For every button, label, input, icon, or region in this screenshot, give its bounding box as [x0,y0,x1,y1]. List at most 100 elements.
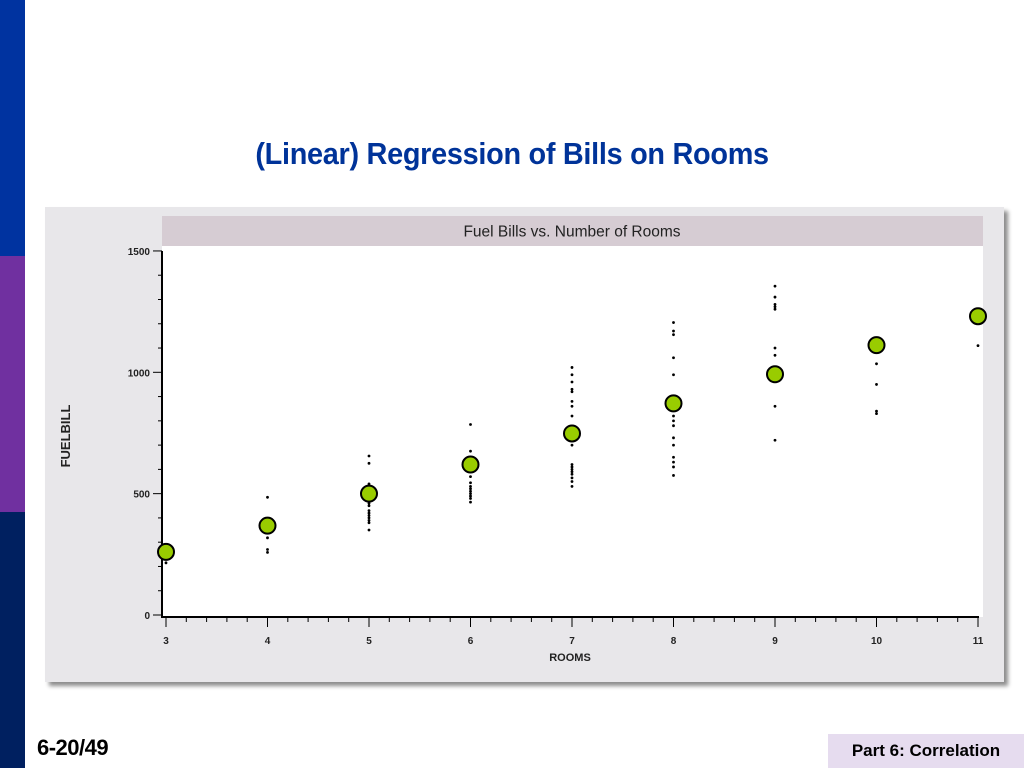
observed-point [469,484,472,488]
observed-point [570,472,574,476]
observed-point [773,404,777,408]
axes: 0 500 1000 1500 3 4 5 6 7 8 9 10 11 [128,247,984,647]
x-tick-label: 7 [569,636,575,647]
x-axis-label: ROOMS [549,652,591,664]
x-tick-label: 3 [163,636,169,647]
observed-point [469,497,472,500]
accent-stripe-top [0,0,25,256]
observed-point [266,495,269,499]
fitted-point [360,484,378,503]
observed-point [672,414,675,418]
observed-point [367,461,371,465]
observed-point [469,481,472,485]
x-tick-label: 4 [265,636,271,647]
observed-point [570,463,574,466]
section-label: Part 6: Correlation [851,741,1001,760]
x-tick-label: 5 [366,636,372,647]
observed-point [469,423,472,426]
observed-point [773,438,777,442]
observed-point [672,436,675,440]
observed-point [570,467,574,471]
observed-point [672,321,675,324]
observed-point [672,460,675,464]
observed-point [367,501,371,505]
observed-point [469,494,472,498]
fitted-point [563,424,581,443]
observed-point [570,373,574,377]
observed-point [469,475,472,479]
observed-point [672,465,675,469]
observed-point [367,509,371,513]
observed-point [570,380,574,384]
observed-point [773,307,777,311]
fitted-point [867,336,886,355]
observed-point [469,500,472,504]
observed-point [570,470,574,474]
data-points [157,284,987,565]
fitted-point [461,455,480,474]
fitted-point [766,365,784,384]
y-tick-label: 1500 [128,247,151,258]
observed-point [367,514,371,517]
observed-point [570,443,574,447]
x-tick-label: 6 [468,636,474,647]
y-tick-label: 500 [133,490,150,501]
observed-point [266,536,269,540]
observed-point [672,455,675,459]
observed-point [773,346,777,350]
observed-point [672,424,675,428]
observed-point [570,465,574,469]
observed-point [570,484,574,488]
fitted-point [157,542,175,561]
fitted-point [664,394,683,413]
chart-title-band [162,216,983,246]
observed-point [672,419,675,423]
observed-point [570,414,574,418]
y-tick-label: 0 [144,611,150,622]
observed-point [773,284,777,288]
observed-point [367,516,371,520]
observed-point [672,474,675,477]
observed-point [875,409,878,413]
observed-point [367,454,371,458]
scatter-chart: Fuel Bills vs. Number of Rooms 0 500 1000 1… [58,216,987,664]
observed-point [469,487,472,491]
observed-point [570,404,574,408]
observed-point [672,329,675,333]
x-tick-label: 10 [871,636,883,647]
observed-point [469,492,472,496]
observed-point [875,383,878,386]
x-tick-label: 8 [671,636,677,647]
observed-point [266,548,269,551]
slide-title: (Linear) Regression of Bills on Rooms [0,136,1024,172]
observed-point [672,356,675,360]
observed-point [367,482,371,486]
observed-point [367,521,371,525]
fitted-point [969,307,987,326]
observed-point [672,443,675,447]
observed-point [367,518,371,522]
observed-point [773,295,777,299]
page-number: 6-20/49 [37,735,109,760]
observed-point [164,561,168,565]
observed-point [367,528,371,532]
observed-point [773,305,777,309]
observed-point [875,362,878,366]
observed-point [570,476,574,480]
observed-point [469,449,472,453]
observed-point [570,400,574,403]
observed-point [672,333,675,337]
observed-point [469,489,472,493]
observed-point [367,504,371,508]
chart-panel: Fuel Bills vs. Number of Rooms 0 500 1000 1… [45,207,1004,682]
observed-point [266,550,269,554]
accent-stripe-middle [0,256,25,512]
observed-point [570,480,574,483]
fitted-point [258,516,277,535]
observed-point [875,412,878,416]
y-axis-label: FUELBILL [58,405,73,468]
observed-point [976,344,980,348]
observed-point [570,390,574,394]
observed-point [773,353,777,357]
x-tick-label: 11 [973,636,984,647]
